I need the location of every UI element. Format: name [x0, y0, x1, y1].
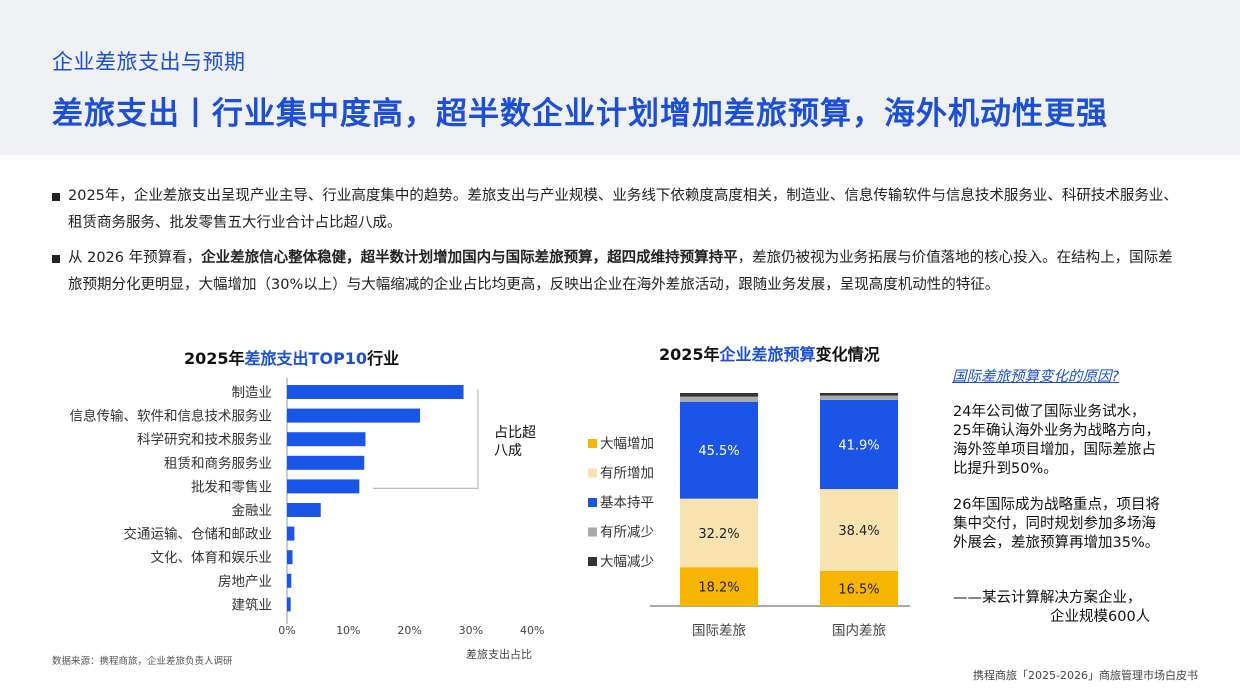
left-chart-title: 2025年差旅支出TOP10行业 — [184, 345, 399, 369]
stack-segment — [820, 395, 898, 400]
stack-segment — [680, 498, 758, 568]
legend-label: 大幅减少 — [600, 554, 654, 570]
legend-label: 基本持平 — [600, 494, 654, 511]
page-title: 差旅支出丨行业集中度高，超半数企业计划增加差旅预算，海外机动性更强 — [52, 96, 1108, 132]
category-label: 交通运输、仓储和邮政业 — [124, 526, 273, 543]
stack-segment — [680, 393, 758, 397]
left-chart-title-highlight: 差旅支出TOP10 — [244, 349, 368, 368]
category-label: 信息传输、软件和信息技术服务业 — [70, 408, 273, 425]
x-tick-label: 30% — [459, 624, 483, 637]
x-axis-label: 差旅支出占比 — [466, 647, 532, 661]
segment-value-label: 38.4% — [838, 524, 879, 539]
header-band: 企业差旅支出与预期 差旅支出丨行业集中度高，超半数企业计划增加差旅预算，海外机动… — [0, 0, 1240, 155]
reason-paragraph-2: 26年国际成为战略重点，项目将集中交付，同时规划参加多场海外展会，差旅预算再增加… — [953, 497, 1160, 551]
budget-stacked-chart: 18.2% 32.2% 45.5% 国际差旅 16.5% 38.4% 41.9% 国内差旅 大幅… — [588, 393, 910, 639]
legend-swatch — [588, 439, 597, 448]
legend-swatch — [588, 468, 597, 478]
segment-value-label: 16.5% — [838, 582, 879, 597]
bullet-square-icon — [52, 255, 60, 263]
bracket-line — [373, 389, 479, 489]
category-label: 建筑业 — [232, 597, 273, 613]
legend-label: 大幅增加 — [600, 436, 654, 452]
bullet-text-post: ，差旅仍被视为业务拓展与价值落地的核心投入。在结构上，国际差旅预期分化更明显，大… — [68, 250, 1173, 293]
bar — [287, 526, 295, 541]
bar — [287, 503, 321, 517]
section-title: 企业差旅支出与预期 — [52, 50, 246, 74]
x-tick-label: 10% — [336, 624, 360, 637]
stack-segment — [820, 393, 898, 396]
legend-swatch — [588, 527, 597, 537]
data-source: 数据来源：携程商旅，企业差旅负责人调研 — [52, 656, 233, 667]
bullet-text: 2025年，企业差旅支出呈现产业主导、行业高度集中的趋势。差旅支出与产业规模、业… — [68, 188, 1178, 231]
category-label: 金融业 — [232, 503, 273, 519]
bar — [287, 573, 292, 588]
x-tick-label: 20% — [397, 624, 421, 637]
legend-swatch — [588, 498, 597, 507]
stack-segment — [680, 401, 758, 499]
reason-title: 国际差旅预算变化的原因? — [952, 369, 1120, 385]
bar — [287, 597, 291, 612]
legend-label: 有所减少 — [600, 525, 654, 541]
bar — [287, 479, 360, 494]
bar — [287, 408, 421, 423]
left-chart-title-pre: 2025年 — [184, 349, 245, 368]
right-chart-title: 2025年企业差旅预算变化情况 — [659, 341, 880, 365]
x-tick-label: 0% — [278, 624, 295, 637]
right-chart-title-post: 变化情况 — [815, 345, 880, 364]
category-label: 国际差旅 — [692, 623, 746, 639]
bar — [287, 550, 293, 565]
stack-segment — [680, 396, 758, 402]
quote-source-line-1: ——某云计算解决方案企业， — [953, 590, 1142, 606]
stack-segment — [820, 399, 898, 490]
quote-source-line-2: 企业规模600人 — [1050, 609, 1151, 625]
right-chart-title-highlight: 企业差旅预算 — [719, 345, 816, 364]
segment-value-label: 32.2% — [698, 527, 739, 542]
category-label: 批发和零售业 — [191, 479, 272, 495]
bullet-item: 从 2026 年预算看，企业差旅信心整体稳健，超半数计划增加国内与国际差旅预算，… — [52, 245, 1182, 299]
bullet-list: 2025年，企业差旅支出呈现产业主导、行业高度集中的趋势。差旅支出与产业规模、业… — [52, 183, 1182, 307]
stack-segment — [680, 567, 758, 606]
footer-note: 携程商旅「2025-2026」商旅管理市场白皮书 — [973, 669, 1198, 682]
segment-value-label: 41.9% — [838, 438, 879, 453]
industry-bar-chart: 制造业信息传输、软件和信息技术服务业科学研究和技术服务业租赁和商务服务业批发和零… — [70, 378, 544, 661]
stack-segment — [820, 489, 898, 571]
bar — [287, 432, 366, 447]
bullet-item: 2025年，企业差旅支出呈现产业主导、行业高度集中的趋势。差旅支出与产业规模、业… — [52, 183, 1182, 237]
category-label: 国内差旅 — [832, 623, 886, 639]
left-chart-title-post: 行业 — [367, 349, 400, 368]
bar — [287, 455, 365, 470]
bullet-text-bold: 企业差旅信心整体稳健，超半数计划增加国内与国际差旅预算，超四成维持预算持平 — [201, 250, 738, 266]
legend-swatch — [588, 557, 597, 566]
category-label: 房地产业 — [218, 574, 272, 590]
x-tick-label: 40% — [520, 624, 544, 637]
reason-paragraph-1: 24年公司做了国际业务试水，25年确认海外业务为战略方向，海外签单项目增加，国际… — [953, 404, 1160, 477]
bar — [287, 385, 464, 399]
segment-value-label: 45.5% — [698, 444, 739, 459]
right-chart-title-pre: 2025年 — [659, 345, 720, 364]
stack-segment — [820, 570, 898, 606]
category-label: 科学研究和技术服务业 — [137, 432, 272, 448]
category-label: 制造业 — [232, 385, 273, 401]
segment-value-label: 18.2% — [698, 581, 739, 596]
bracket-label-line-1: 占比超 — [494, 425, 536, 441]
bracket-label-line-2: 八成 — [494, 443, 522, 459]
bullet-text-pre: 从 2026 年预算看， — [68, 250, 202, 266]
category-label: 文化、体育和娱乐业 — [151, 550, 273, 566]
category-label: 租赁和商务服务业 — [164, 456, 272, 472]
legend-label: 有所增加 — [600, 466, 654, 482]
bullet-square-icon — [52, 193, 60, 201]
